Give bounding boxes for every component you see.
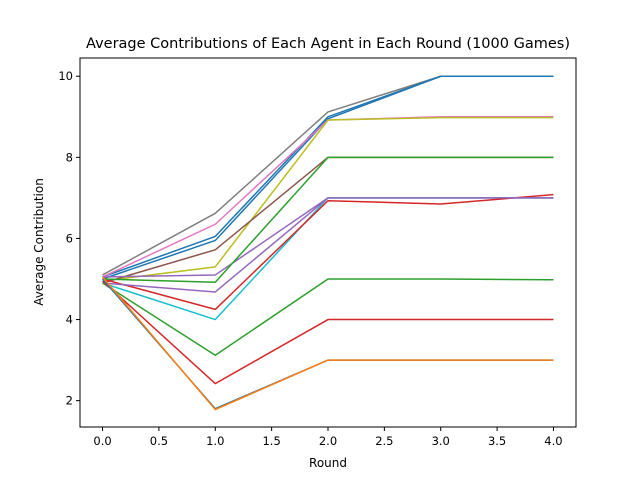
series-line-12 xyxy=(102,278,554,356)
y-tick-label: 10 xyxy=(58,69,73,83)
series-line-14 xyxy=(101,278,554,410)
x-axis-label: Round xyxy=(309,456,347,470)
x-axis-ticks: 0.0 0.5 1.0 1.5 2.0 2.5 3.0 3.5 4.0 xyxy=(93,427,563,448)
x-tick-label: 3.0 xyxy=(432,434,450,448)
y-axis-ticks: 2 4 6 8 10 xyxy=(58,69,80,408)
x-tick-label: 1.5 xyxy=(262,434,280,448)
x-tick-label: 4.0 xyxy=(544,434,562,448)
series-line-9 xyxy=(102,193,554,311)
y-axis-label: Average Contribution xyxy=(32,178,46,306)
series-line-13 xyxy=(102,280,554,385)
x-tick-label: 0.5 xyxy=(150,434,168,448)
series-line-10 xyxy=(102,156,554,283)
series-line-11 xyxy=(102,197,554,293)
y-tick-label: 8 xyxy=(66,150,73,164)
x-tick-label: 2.0 xyxy=(319,434,337,448)
series-line-15 xyxy=(101,276,554,411)
series-line-3 xyxy=(102,75,554,280)
y-tick-label: 2 xyxy=(66,394,73,408)
x-tick-label: 0.0 xyxy=(93,434,111,448)
series-line-6 xyxy=(102,156,554,284)
x-tick-label: 3.5 xyxy=(488,434,506,448)
x-tick-label: 1.0 xyxy=(206,434,224,448)
chart-title: Average Contributions of Each Agent in E… xyxy=(86,36,570,52)
plot-frame xyxy=(79,57,577,428)
y-tick-label: 6 xyxy=(66,231,73,245)
x-tick-label: 2.5 xyxy=(375,434,393,448)
series-line-5 xyxy=(102,116,554,282)
series-line-8 xyxy=(102,197,554,321)
series-line-2 xyxy=(102,75,554,278)
plot-lines xyxy=(101,75,554,411)
y-tick-label: 4 xyxy=(66,313,73,327)
